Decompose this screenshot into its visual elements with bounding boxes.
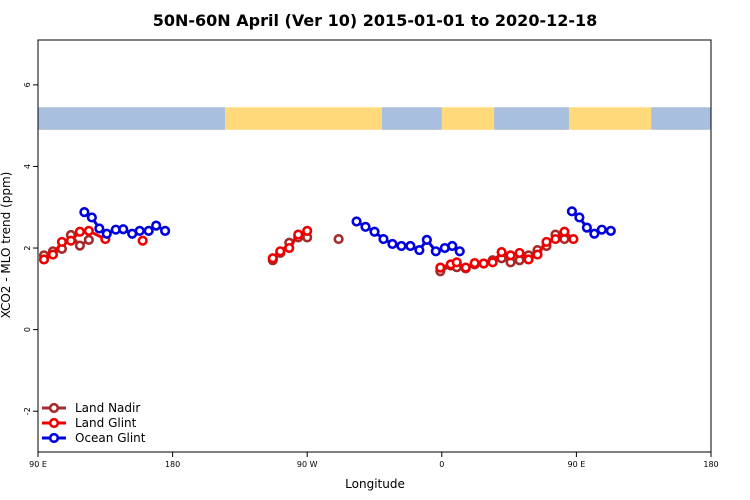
series-layer (38, 206, 616, 277)
y-axis: -2 0 2 4 6 (23, 82, 38, 415)
series-ocean-glint (79, 206, 616, 257)
data-point (574, 212, 585, 223)
data-point (430, 246, 441, 257)
data-point (38, 254, 50, 265)
data-point (605, 225, 616, 237)
series-land-glint (38, 225, 579, 273)
series-land-nadir (38, 229, 570, 277)
data-point (514, 247, 525, 259)
legend-marker (48, 417, 60, 429)
legend-label: Ocean Glint (75, 431, 146, 445)
data-point (581, 222, 592, 233)
data-point (454, 246, 465, 257)
legend-label: Land Glint (75, 416, 137, 430)
y-tick-label: 2 (23, 245, 32, 250)
data-point (284, 242, 295, 254)
data-point (137, 235, 148, 246)
data-point (65, 235, 77, 246)
map-ocean-region (651, 107, 711, 130)
data-point (151, 220, 162, 231)
y-tick-label: 0 (23, 327, 32, 332)
data-point (275, 246, 286, 257)
data-point (302, 225, 313, 237)
data-point (118, 224, 129, 235)
legend-marker (48, 402, 60, 414)
data-point (143, 225, 154, 237)
data-point (387, 238, 398, 250)
x-tick-label: 180 (703, 460, 718, 469)
data-point (414, 244, 425, 256)
data-point (550, 233, 561, 245)
data-point (478, 258, 489, 269)
data-point (79, 207, 90, 218)
data-point (421, 234, 432, 245)
data-point (47, 249, 59, 260)
x-tick-label: 90 E (29, 460, 47, 469)
x-axis-label: Longitude (345, 477, 405, 491)
data-point (351, 216, 362, 227)
x-tick-label: 90 W (297, 460, 318, 469)
x-axis: 90 E 180 90 W 0 90 E 180 (29, 452, 719, 469)
x-tick-label: 90 E (568, 460, 586, 469)
data-point (589, 228, 600, 239)
x-tick-label: 0 (439, 460, 444, 469)
data-point (74, 226, 85, 237)
data-point (378, 233, 389, 245)
data-point (460, 262, 471, 273)
data-point (568, 233, 579, 245)
data-point (596, 224, 607, 235)
data-point (134, 225, 145, 237)
map-ocean-region (381, 107, 442, 130)
plot-frame (37, 39, 712, 453)
data-point (496, 247, 507, 258)
data-point (559, 226, 570, 237)
legend-label: Land Nadir (75, 401, 140, 415)
data-point (360, 221, 371, 232)
data-point (523, 254, 534, 265)
map-strip (38, 107, 711, 130)
data-point (74, 240, 85, 251)
legend-marker (48, 432, 60, 444)
data-point (293, 229, 304, 240)
data-point (469, 258, 480, 269)
data-point (487, 257, 498, 268)
data-point (435, 262, 446, 273)
y-axis-label: XCO2 - MLO trend (ppm) (0, 172, 13, 319)
data-point (566, 206, 578, 217)
data-point (333, 233, 344, 245)
map-ocean-region (38, 107, 225, 130)
data-point (396, 240, 407, 252)
data-point (83, 234, 94, 245)
x-tick-label: 180 (165, 460, 180, 469)
data-point (451, 257, 462, 268)
data-point (505, 250, 516, 261)
data-point (160, 225, 171, 237)
data-point (83, 225, 94, 237)
data-point (267, 253, 278, 264)
data-point (405, 240, 416, 252)
data-point (86, 212, 97, 223)
data-point (101, 228, 112, 239)
data-point (532, 249, 543, 260)
map-ocean-region (494, 107, 569, 130)
data-point (56, 236, 68, 248)
data-point (94, 223, 105, 234)
data-point (447, 240, 458, 252)
chart-title: 50N-60N April (Ver 10) 2015-01-01 to 202… (153, 11, 598, 30)
data-point (541, 236, 552, 248)
y-tick-label: -2 (23, 407, 32, 415)
y-tick-label: 4 (23, 164, 32, 169)
y-tick-label: 6 (23, 82, 32, 87)
data-point (369, 226, 380, 237)
